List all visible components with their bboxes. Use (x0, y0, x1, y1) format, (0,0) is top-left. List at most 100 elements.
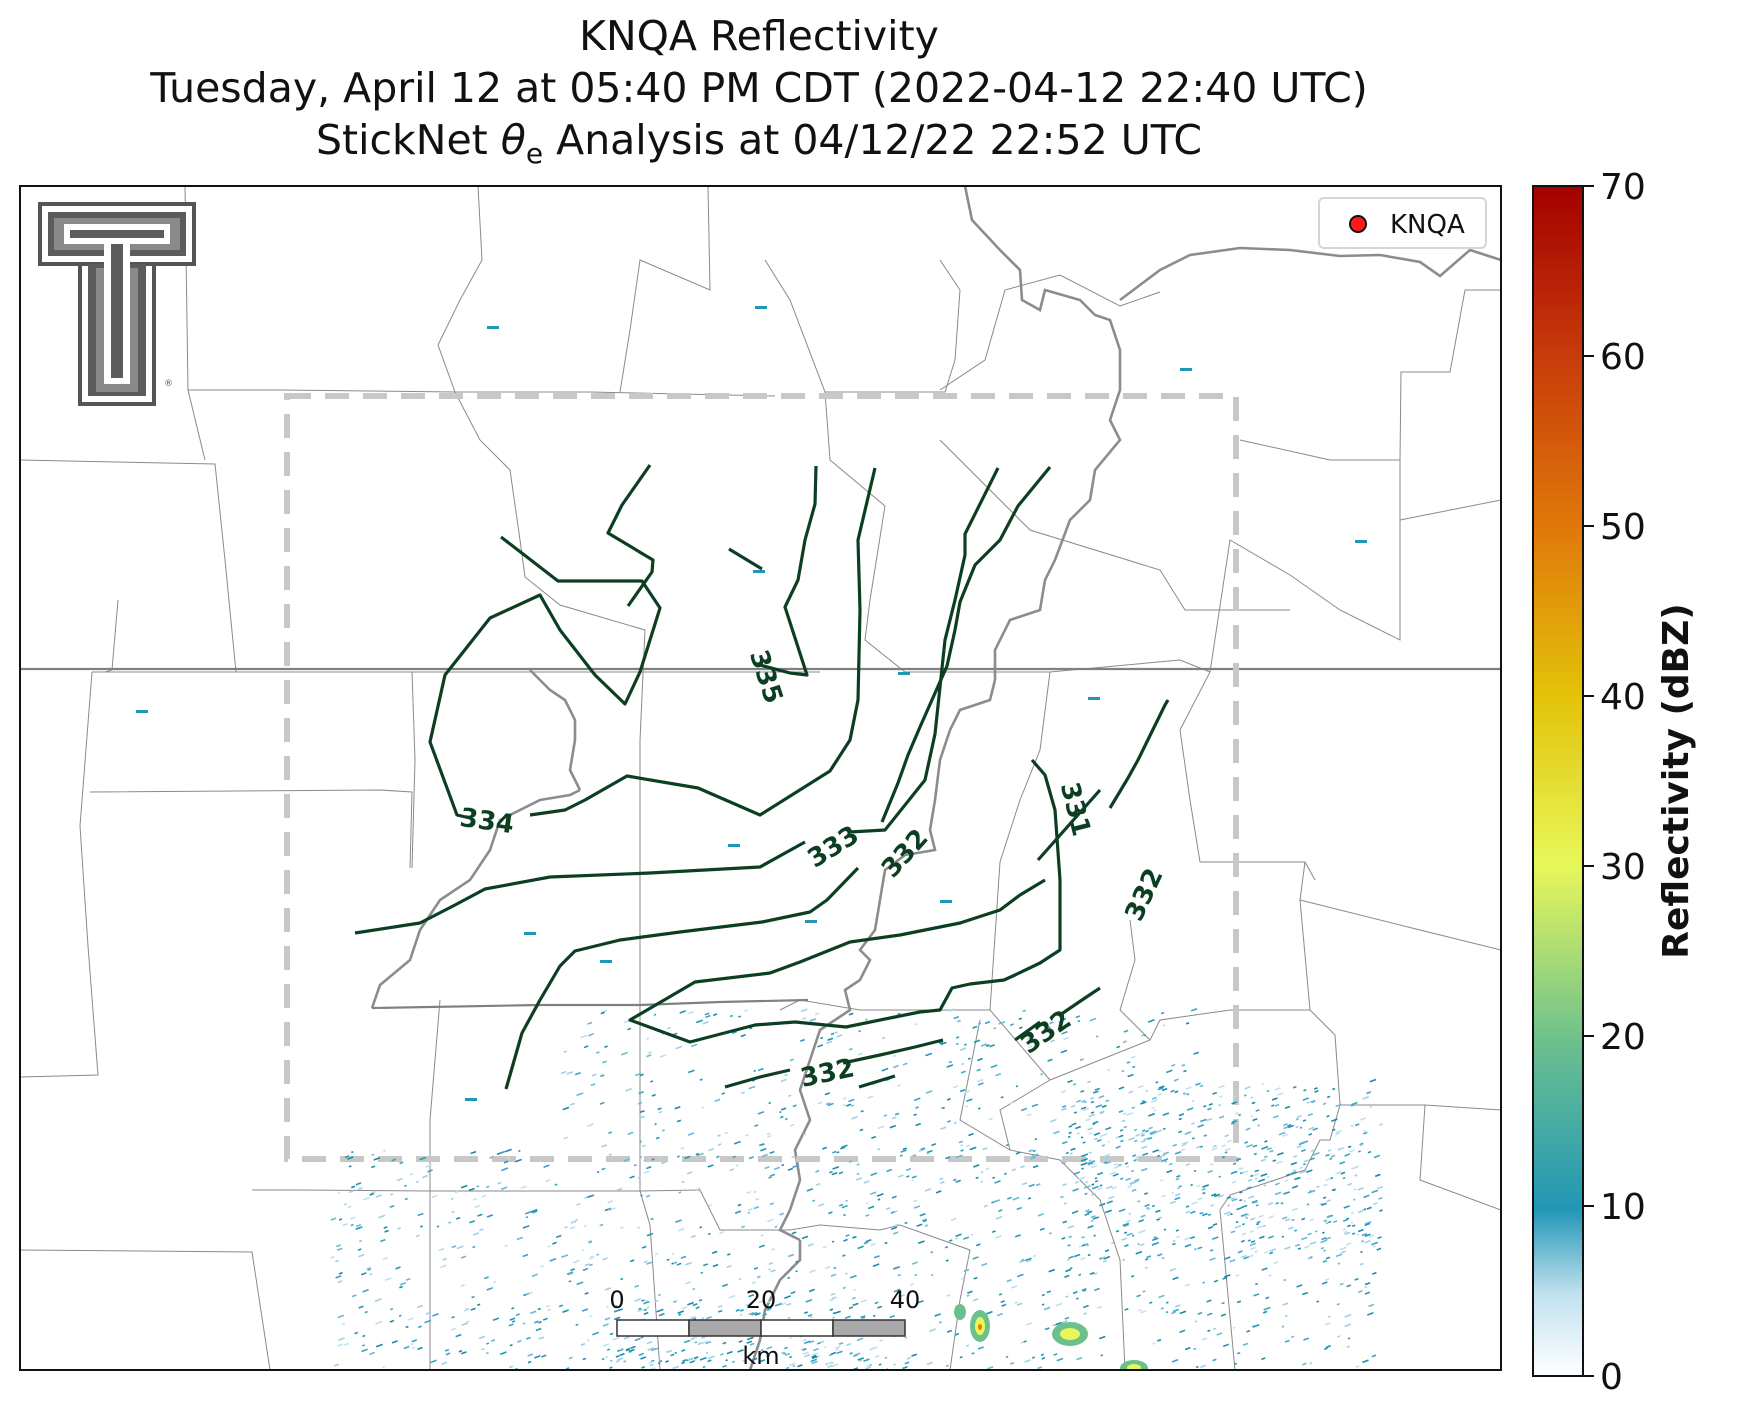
reflectivity-pixel (1261, 1083, 1265, 1086)
reflectivity-pixel (515, 1313, 521, 1317)
reflectivity-pixel (1307, 1232, 1312, 1236)
reflectivity-pixel (1283, 1278, 1287, 1282)
reflectivity-pixel (924, 1224, 929, 1227)
reflectivity-pixel (1169, 1267, 1177, 1272)
reflectivity-pixel (751, 1281, 757, 1285)
reflectivity-pixel (1231, 1119, 1238, 1124)
reflectivity-pixel (802, 1338, 807, 1342)
reflectivity-pixel (375, 1194, 382, 1198)
reflectivity-pixel (534, 1320, 539, 1324)
reflectivity-pixel (921, 1217, 928, 1222)
reflectivity-pixel (1183, 1236, 1191, 1241)
reflectivity-pixel (976, 1068, 981, 1072)
reflectivity-pixel (1176, 1174, 1181, 1178)
reflectivity-pixel (1017, 1273, 1024, 1278)
reflectivity-pixel (552, 1241, 557, 1245)
reflectivity-pixel (1157, 1154, 1161, 1158)
reflectivity-pixel (913, 1097, 921, 1102)
reflectivity-pixel (1303, 1159, 1309, 1163)
reflectivity-pixel (701, 1106, 705, 1109)
reflectivity-pixel (787, 1253, 795, 1258)
reflectivity-pixel (955, 1036, 960, 1039)
reflectivity-pixel (618, 1347, 623, 1351)
reflectivity-pixel (899, 1294, 905, 1298)
analysis-domain-box (284, 393, 1239, 1162)
reflectivity-pixel (390, 1308, 394, 1311)
reflectivity-pixel (1350, 1124, 1355, 1128)
reflectivity-pixel (820, 1340, 825, 1344)
reflectivity-pixel (405, 1277, 411, 1281)
reflectivity-pixel (1184, 1092, 1190, 1096)
reflectivity-pixel (567, 1272, 574, 1276)
reflectivity-pixel (1076, 1297, 1079, 1300)
reflectivity-pixel (1355, 1165, 1359, 1169)
reflectivity-pixel (1306, 1203, 1310, 1206)
reflectivity-pixel (1131, 1106, 1136, 1110)
reflectivity-pixel (1112, 1173, 1119, 1177)
reflectivity-pixel (1231, 1101, 1238, 1105)
reflectivity-pixel (641, 1245, 647, 1249)
reflectivity-pixel (1028, 1045, 1032, 1048)
reflectivity-pixel (1232, 1095, 1236, 1099)
reflectivity-pixel (914, 1023, 918, 1026)
reflectivity-pixel (753, 1267, 759, 1270)
reflectivity-pixel (1247, 1239, 1251, 1242)
reflectivity-pixel (959, 1089, 966, 1093)
reflectivity-pixel (587, 1239, 593, 1243)
reflectivity-pixel (965, 1344, 970, 1348)
reflectivity-pixel (1031, 1356, 1035, 1359)
reflectivity-pixel (876, 1193, 884, 1197)
reflectivity-pixel (1146, 1206, 1149, 1210)
reflectivity-pixel (1224, 1274, 1231, 1278)
reflectivity-pixel (1115, 1145, 1121, 1149)
reflectivity-pixel (834, 1310, 841, 1315)
map-panel[interactable]: 335 334 333 332 331 332 332 332 (19, 185, 1502, 1376)
reflectivity-pixel (1090, 1100, 1095, 1104)
reflectivity-pixel (1081, 1153, 1089, 1158)
reflectivity-pixel (634, 1337, 641, 1342)
reflectivity-pixel (1299, 1140, 1307, 1145)
reflectivity-pixel (1068, 1125, 1073, 1128)
reflectivity-pixel (687, 1069, 695, 1074)
reflectivity-pixel (811, 1354, 817, 1358)
reflectivity-pixel (935, 1190, 942, 1194)
reflectivity-pixel (748, 1311, 755, 1316)
reflectivity-pixel (1321, 1202, 1327, 1207)
reflectivity-pixel (1005, 1143, 1010, 1147)
reflectivity-pixel (1221, 1144, 1226, 1148)
reflectivity-pixel (1252, 1144, 1258, 1148)
reflectivity-pixel (456, 1245, 464, 1250)
reflectivity-pixel (1295, 1117, 1299, 1121)
reflectivity-pixel (1104, 1209, 1113, 1214)
scale-tick-40: 40 (890, 1286, 921, 1314)
reflectivity-pixel (1185, 1021, 1190, 1025)
scale-unit: km (742, 1342, 779, 1370)
reflectivity-pixel (1297, 1114, 1302, 1119)
reflectivity-pixel (843, 1238, 848, 1242)
reflectivity-pixel (351, 1185, 356, 1189)
reflectivity-pixel (865, 1202, 869, 1205)
reflectivity-pixel (964, 1043, 967, 1046)
reflectivity-pixel (1196, 1184, 1201, 1188)
reflectivity-pixel (1035, 1023, 1043, 1028)
reflectivity-pixel (450, 1327, 456, 1331)
reflectivity-pixel (1211, 1193, 1217, 1197)
reflectivity-pixel (1105, 1185, 1113, 1190)
reflectivity-pixel (739, 1313, 743, 1317)
reflectivity-pixel (1076, 1132, 1080, 1135)
reflectivity-pixel (1312, 1127, 1319, 1131)
reflectivity-pixel (844, 1315, 851, 1320)
reflectivity-pixel (1280, 1202, 1284, 1205)
reflectivity-pixel (1216, 1332, 1223, 1336)
reflectivity-pixel (1140, 1310, 1147, 1314)
reflectivity-pixel (569, 1226, 576, 1230)
reflectivity-pixel (1299, 1166, 1304, 1170)
reflectivity-pixel (1344, 1323, 1352, 1328)
reflectivity-pixel (1146, 1255, 1152, 1259)
reflectivity-pixel (1065, 1295, 1069, 1298)
reflectivity-pixel (362, 1334, 366, 1338)
reflectivity-pixel (756, 1275, 761, 1279)
reflectivity-pixel (461, 1351, 467, 1355)
reflectivity-pixel (1156, 1253, 1163, 1257)
reflectivity-pixel (1339, 1282, 1344, 1286)
